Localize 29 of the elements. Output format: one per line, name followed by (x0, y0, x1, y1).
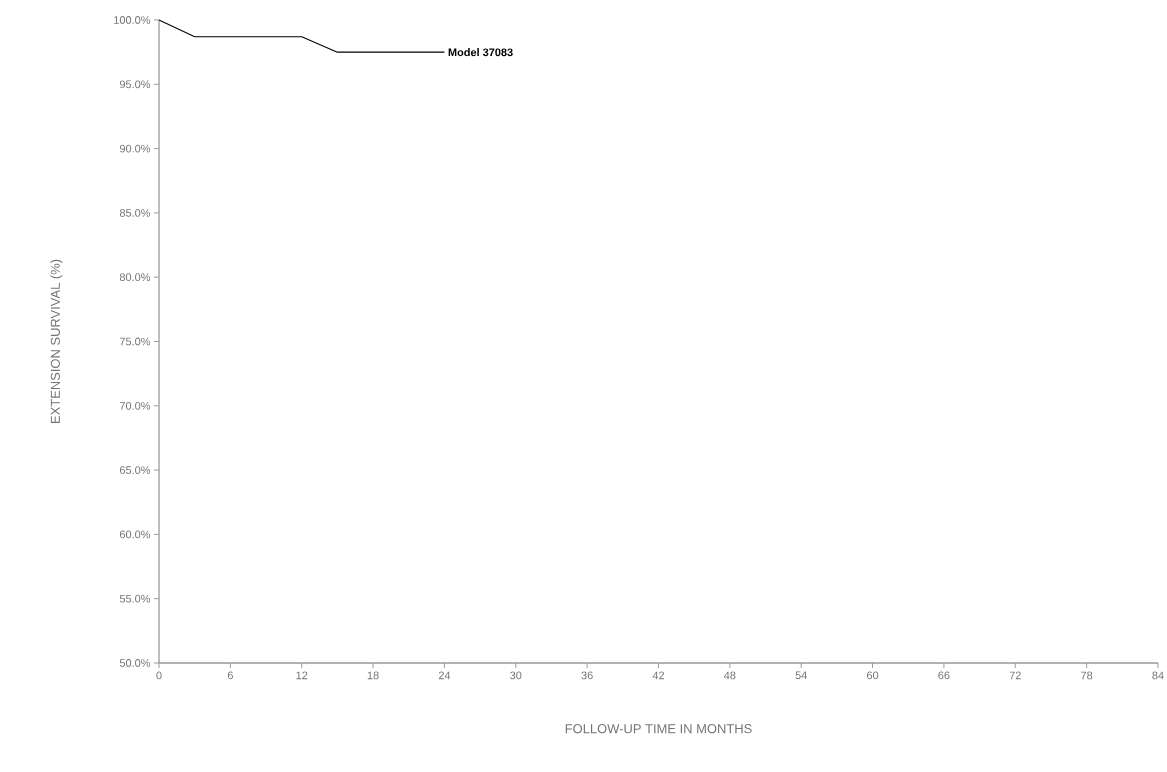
x-tick-label: 24 (438, 671, 451, 680)
x-tick-label: 42 (652, 671, 665, 680)
y-axis-title: EXTENSION SURVIVAL (%) (50, 259, 63, 423)
x-tick-label: 6 (227, 671, 233, 680)
x-tick-label: 0 (156, 671, 162, 680)
y-tick-label: 65.0% (119, 466, 151, 474)
y-tick-label: 50.0% (119, 659, 151, 667)
y-tick-label: 60.0% (119, 530, 151, 539)
x-tick-label: 84 (1152, 671, 1164, 680)
y-tick-label: 95.0% (119, 80, 151, 89)
x-tick-label: 18 (367, 671, 379, 680)
x-tick-label: 36 (581, 671, 593, 680)
y-tick-label: 100.0% (114, 16, 151, 24)
x-axis-title: FOLLOW-UP TIME IN MONTHS (565, 724, 752, 734)
y-tick-label: 55.0% (119, 594, 151, 603)
x-tick-label: 48 (724, 671, 736, 680)
x-tick-label: 60 (867, 671, 879, 680)
y-tick-label: 75.0% (119, 337, 151, 346)
y-tick-label: 85.0% (119, 209, 151, 217)
x-tick-label: 78 (1081, 671, 1093, 680)
x-tick-label: 12 (296, 671, 308, 680)
x-tick-label: 72 (1009, 671, 1021, 680)
y-tick-label: 80.0% (119, 273, 151, 282)
x-tick-label: 54 (795, 671, 807, 680)
series-label: Model 37083 (448, 48, 513, 57)
x-tick-label: 66 (938, 671, 950, 680)
x-tick-label: 30 (510, 671, 522, 680)
y-tick-label: 70.0% (119, 401, 151, 410)
y-tick-label: 90.0% (119, 144, 151, 153)
